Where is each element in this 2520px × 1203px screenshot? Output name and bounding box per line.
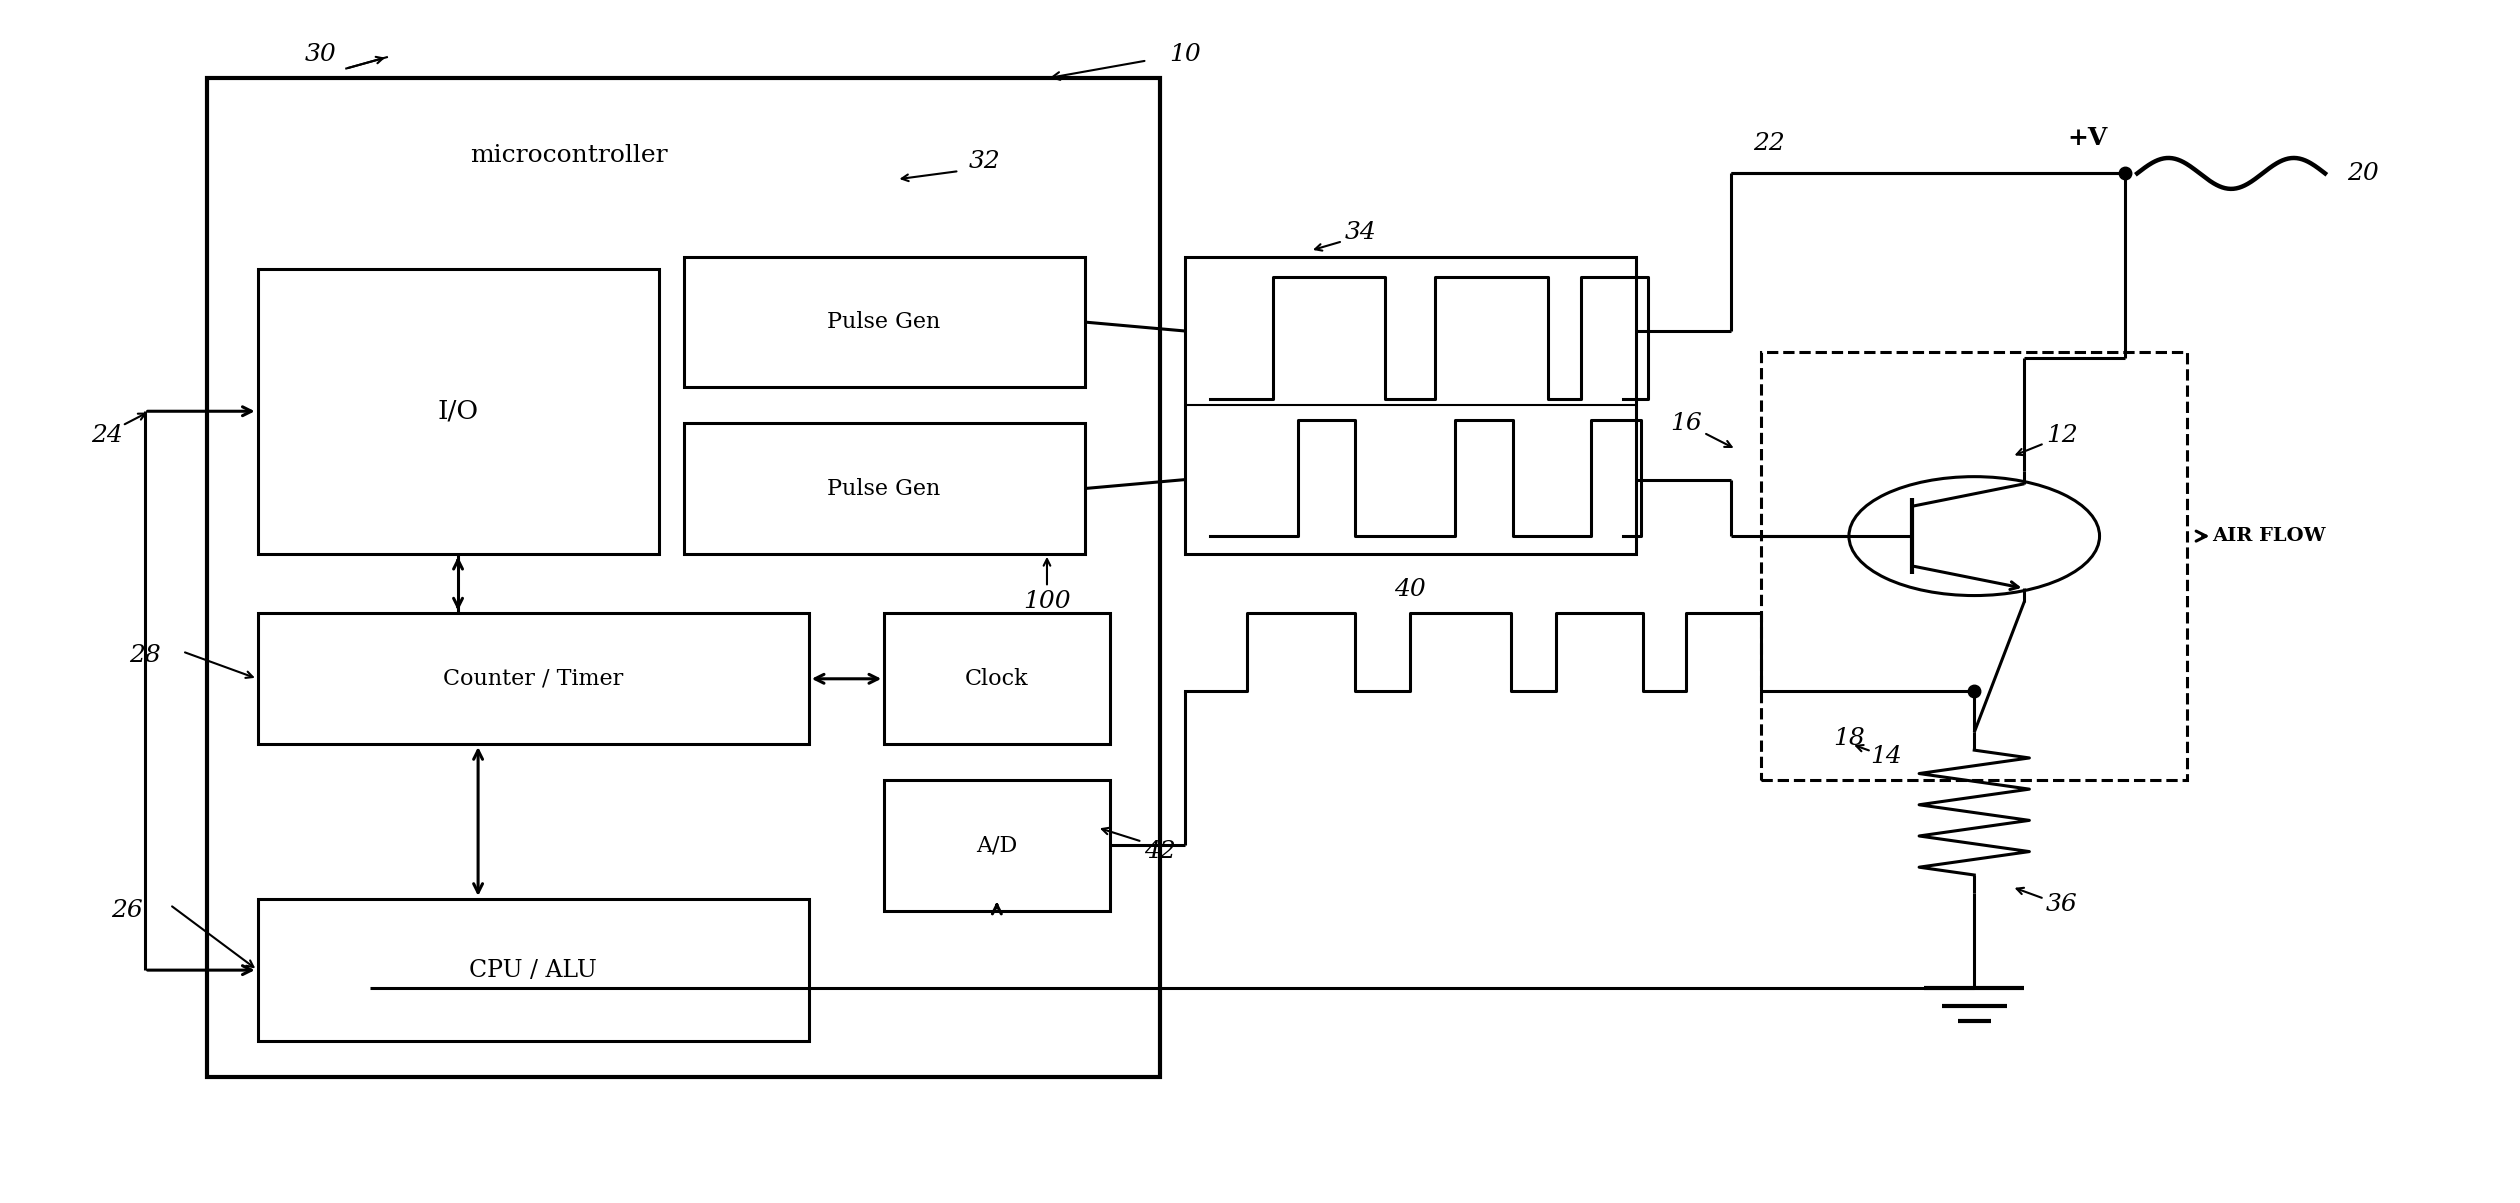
Text: 28: 28 [129, 644, 161, 666]
Text: 16: 16 [1671, 411, 1701, 434]
Text: 34: 34 [1343, 221, 1376, 244]
Bar [257, 268, 658, 553]
Text: AIR FLOW: AIR FLOW [2213, 527, 2326, 545]
Bar [207, 78, 1159, 1077]
Text: 30: 30 [305, 43, 335, 66]
Bar [1761, 351, 2187, 780]
Text: 22: 22 [1754, 132, 1784, 155]
Text: 40: 40 [1394, 579, 1426, 602]
Bar [885, 614, 1109, 745]
Bar [683, 423, 1084, 553]
Text: 42: 42 [1144, 840, 1177, 863]
Text: 26: 26 [111, 899, 144, 923]
Text: 32: 32 [968, 150, 1000, 173]
Bar [257, 614, 809, 745]
Text: 12: 12 [2046, 423, 2079, 446]
Bar [683, 256, 1084, 387]
Text: microcontroller: microcontroller [471, 144, 668, 167]
Text: 100: 100 [1023, 589, 1071, 614]
Bar [257, 899, 809, 1042]
Text: A/D: A/D [975, 834, 1018, 857]
Text: 36: 36 [2046, 893, 2079, 917]
Text: Pulse Gen: Pulse Gen [827, 478, 940, 499]
Text: Pulse Gen: Pulse Gen [827, 312, 940, 333]
Text: 14: 14 [1870, 745, 1903, 768]
Text: +V: +V [2066, 125, 2107, 149]
Text: 20: 20 [2346, 162, 2379, 185]
Text: CPU / ALU: CPU / ALU [469, 959, 597, 982]
Text: 24: 24 [91, 423, 123, 446]
Text: I/O: I/O [438, 398, 479, 423]
Text: 10: 10 [1169, 43, 1200, 66]
Bar [1184, 256, 1635, 553]
Bar [885, 780, 1109, 911]
Text: Clock: Clock [965, 668, 1028, 689]
Text: 18: 18 [1832, 727, 1865, 749]
Text: Counter / Timer: Counter / Timer [444, 668, 622, 689]
